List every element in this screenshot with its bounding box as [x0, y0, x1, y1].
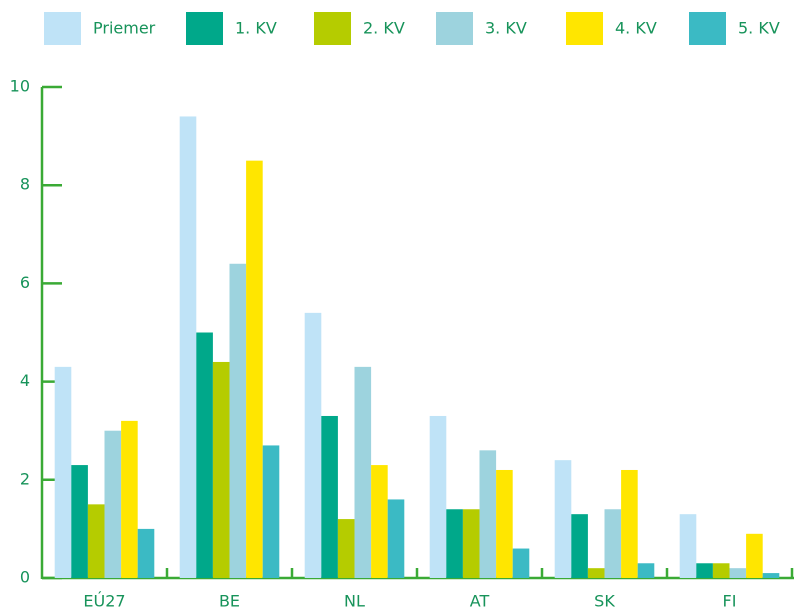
bar — [462, 509, 480, 578]
legend-swatch — [689, 12, 726, 45]
bar — [762, 573, 780, 578]
bar — [87, 504, 105, 578]
bar — [321, 415, 338, 578]
legend-label: 1. KV — [235, 19, 277, 38]
bar — [637, 563, 655, 578]
bar — [104, 430, 122, 578]
bar — [746, 533, 763, 578]
bar — [246, 160, 263, 578]
legend-swatch — [436, 12, 473, 45]
bar — [621, 469, 638, 578]
legend-label: 2. KV — [363, 19, 405, 38]
bar — [337, 519, 355, 578]
legend-label: 4. KV — [615, 19, 657, 38]
y-tick-label: 0 — [20, 568, 30, 587]
bar — [354, 366, 372, 578]
x-tick-label: AT — [470, 592, 490, 611]
bar — [712, 563, 730, 578]
bar — [554, 460, 572, 578]
y-tick-label: 8 — [20, 175, 30, 194]
bar — [371, 465, 388, 578]
x-tick-label: FI — [723, 592, 737, 611]
bar — [479, 450, 497, 578]
bar — [446, 509, 463, 578]
bar — [179, 116, 197, 579]
bar — [196, 332, 213, 578]
bar — [71, 465, 88, 578]
bar — [496, 469, 513, 578]
legend-label: 5. KV — [738, 19, 780, 38]
y-tick-label: 6 — [20, 273, 30, 292]
bar — [262, 445, 280, 578]
legend-label: 3. KV — [485, 19, 527, 38]
bar — [679, 514, 697, 578]
legend-swatch — [566, 12, 603, 45]
bar — [137, 528, 155, 578]
bar — [212, 361, 230, 578]
x-tick-label: SK — [594, 592, 615, 611]
x-tick-label: NL — [344, 592, 365, 611]
y-tick-label: 2 — [20, 469, 30, 488]
bar — [429, 415, 447, 578]
bar — [387, 499, 405, 578]
x-tick-label: EÚ27 — [83, 592, 125, 611]
legend-label: Priemer — [93, 19, 156, 38]
bar — [54, 366, 72, 578]
bar — [696, 563, 713, 578]
legend-swatch — [44, 12, 81, 45]
bar — [512, 548, 530, 578]
legend-swatch — [314, 12, 351, 45]
bar — [604, 509, 622, 578]
x-tick-label: BE — [219, 592, 240, 611]
y-tick-label: 4 — [20, 371, 30, 390]
bar — [121, 420, 138, 578]
y-tick-label: 10 — [10, 77, 30, 96]
legend-swatch — [186, 12, 223, 45]
bar — [571, 514, 588, 578]
bar — [304, 312, 322, 578]
bar — [587, 568, 605, 578]
bar — [229, 263, 247, 578]
bar — [729, 568, 747, 578]
